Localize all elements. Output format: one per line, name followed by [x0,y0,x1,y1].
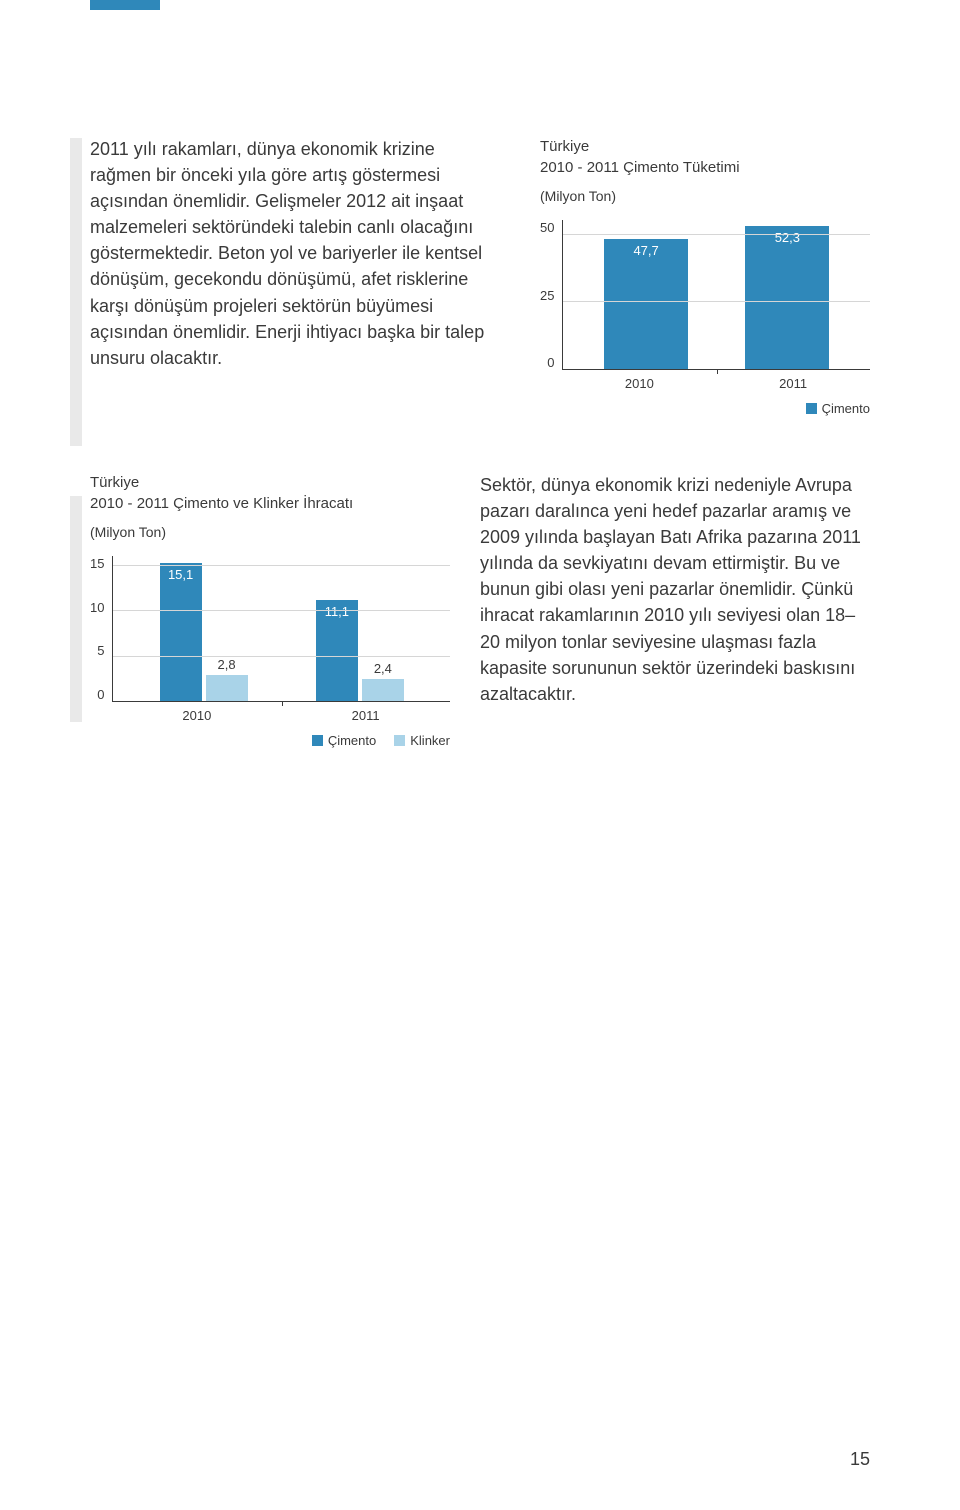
grid-line [563,301,870,302]
row-2: Türkiye 2010 - 2011 Çimento ve Klinker İ… [90,472,870,748]
y-tick-label: 0 [97,687,104,702]
chart-2-title: Türkiye 2010 - 2011 Çimento ve Klinker İ… [90,472,450,514]
row-1: 2011 yılı rakamları, dünya ekonomik kriz… [90,136,870,416]
top-accent-bar [90,0,160,10]
bar: 52,3 [745,226,829,369]
x-tick-label: 2011 [716,376,870,391]
bar-group: 52,3 [717,226,858,369]
chart-2-x-labels: 20102011 [112,708,450,723]
y-tick-label: 5 [97,643,104,658]
paragraph-2: Sektör, dünya ekonomik krizi nedeniyle A… [480,472,870,707]
chart-1-plot-wrap: 50 25 0 47,7 52,3 20102011 [540,220,870,391]
bar-value-label: 15,1 [168,567,193,582]
grid-line [563,234,870,235]
y-tick-label: 50 [540,220,554,235]
paragraph-2-container: Sektör, dünya ekonomik krizi nedeniyle A… [480,472,870,707]
y-tick-label: 0 [547,355,554,370]
chart-2-title-line2: 2010 - 2011 Çimento ve Klinker İhracatı [90,495,353,512]
chart-2-caption: (Milyon Ton) [90,524,450,540]
legend-label: Klinker [410,733,450,748]
legend-label: Çimento [822,401,870,416]
chart-2-plot: 15,12,811,12,4 [112,556,450,702]
y-tick-label: 10 [90,600,104,615]
x-tick [717,369,718,374]
x-tick-label: 2010 [112,708,281,723]
chart-1-caption: (Milyon Ton) [540,188,870,204]
left-rule-2 [70,496,82,722]
chart-1-legend: Çimento [540,401,870,416]
paragraph-1: 2011 yılı rakamları, dünya ekonomik kriz… [90,136,490,371]
bar: 2,8 [206,675,248,701]
chart-2-y-axis: 15 10 5 0 [90,556,112,702]
grid-line [113,656,450,657]
bar: 15,1 [160,563,202,701]
bar: 2,4 [362,679,404,701]
page: 2011 yılı rakamları, dünya ekonomik kriz… [0,0,960,1510]
page-number: 15 [850,1449,870,1470]
x-tick-label: 2010 [562,376,716,391]
chart-2-bars: 15,12,811,12,4 [113,556,450,701]
x-tick-label: 2011 [281,708,450,723]
legend-label: Çimento [328,733,376,748]
bar-group: 15,1 2,8 [125,563,281,701]
chart-1-title-line2: 2010 - 2011 Çimento Tüketimi [540,159,740,176]
left-rule-1 [70,138,82,446]
legend-swatch [394,735,405,746]
chart-1-title: Türkiye 2010 - 2011 Çimento Tüketimi [540,136,870,178]
bar-value-label: 2,8 [218,657,236,672]
bar-value-label: 47,7 [633,243,658,258]
y-tick-label: 15 [90,556,104,571]
chart-1-bars: 47,7 52,3 [563,220,870,369]
chart-2-plot-wrap: 151050 15,12,811,12,4 20102011 [90,556,450,723]
bar-group: 47,7 [575,239,716,369]
chart-export: Türkiye 2010 - 2011 Çimento ve Klinker İ… [90,472,450,748]
bar-value-label: 2,4 [374,661,392,676]
legend-swatch [312,735,323,746]
legend-swatch [806,403,817,414]
bar-group: 11,12,4 [282,600,438,701]
grid-line [113,610,450,611]
legend-item: Çimento [312,733,376,748]
paragraph-1-container: 2011 yılı rakamları, dünya ekonomik kriz… [90,136,490,371]
y-tick-label: 25 [540,288,554,303]
bar: 47,7 [604,239,688,369]
legend-item: Klinker [394,733,450,748]
chart-1-plot: 47,7 52,3 [562,220,870,370]
chart-1-x-labels: 20102011 [562,376,870,391]
chart-2-title-line1: Türkiye [90,474,139,491]
chart-consumption: Türkiye 2010 - 2011 Çimento Tüketimi (Mi… [540,136,870,416]
chart-1-y-axis: 50 25 0 [540,220,562,370]
x-tick [282,701,283,706]
chart-2-legend: Çimento Klinker [90,733,450,748]
chart-1-title-line1: Türkiye [540,138,589,155]
grid-line [113,565,450,566]
legend-item: Çimento [806,401,870,416]
bar: 11,1 [316,600,358,701]
